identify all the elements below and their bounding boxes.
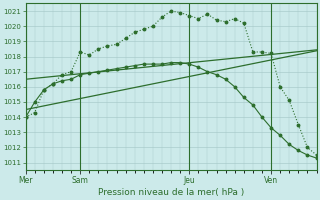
X-axis label: Pression niveau de la mer( hPa ): Pression niveau de la mer( hPa )	[98, 188, 244, 197]
